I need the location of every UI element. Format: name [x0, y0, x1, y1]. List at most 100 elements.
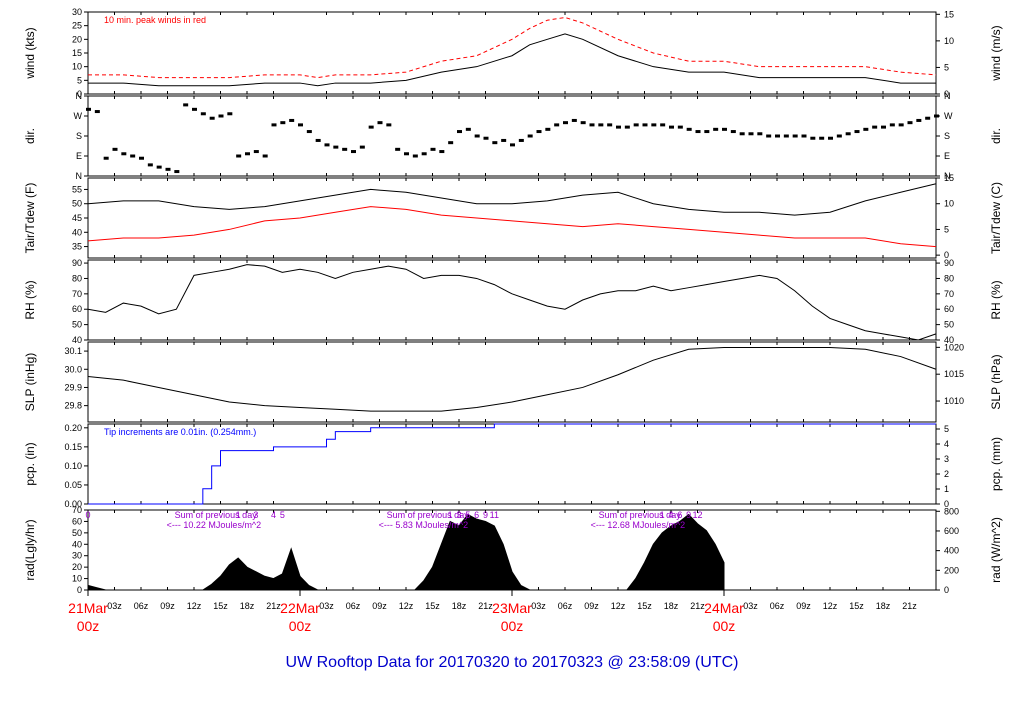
day-label-date: 23Mar: [492, 600, 532, 616]
day-label-date: 22Mar: [280, 600, 320, 616]
dir-point: [262, 154, 268, 158]
dir-point: [510, 143, 515, 147]
x-tick-label: 06z: [134, 601, 149, 611]
right-tick-label: 600: [944, 526, 959, 536]
x-tick-label: 12z: [187, 601, 202, 611]
left-tick-label: 30.1: [64, 346, 82, 356]
rad-sum-value: <--- 10.22 MJoules/m^2: [167, 520, 262, 530]
rad-hour-marker: 4: [668, 510, 673, 520]
dir-point: [86, 107, 91, 111]
dir-point: [139, 156, 144, 160]
dir-point: [633, 123, 639, 127]
rad-hour-marker: 3: [456, 510, 461, 520]
dir-point: [748, 132, 754, 136]
rad-hour-marker: 12: [692, 510, 702, 520]
x-tick-label: 21z: [690, 601, 705, 611]
dir-point: [165, 167, 171, 171]
dir-point: [359, 145, 365, 149]
dir-point: [130, 154, 136, 158]
dir-point: [828, 136, 833, 140]
day-label-hour: 00z: [713, 618, 736, 634]
left-tick-label: 90: [72, 258, 82, 268]
left-tick-label: 30.0: [64, 364, 82, 374]
dir-point: [881, 125, 886, 129]
right-tick-label: 3: [944, 454, 949, 464]
panel-slp: 29.8 29.9 30.0 30.1 1010 1015 1020 SLP (inHg) SL…: [23, 341, 1003, 423]
panel-frame: [87, 11, 937, 95]
ylabel-left: wind (kts): [23, 27, 37, 79]
right-tick-label: 10: [944, 199, 954, 209]
dir-point: [518, 138, 524, 142]
dir-point: [245, 152, 250, 156]
dir-point: [298, 123, 303, 127]
left-tick-label: 55: [72, 184, 82, 194]
dir-point: [801, 134, 807, 138]
dir-point: [669, 125, 674, 129]
x-tick-label: 21z: [478, 601, 493, 611]
x-tick-label: 06z: [346, 601, 361, 611]
dir-point: [147, 163, 153, 167]
x-tick-label: 15z: [849, 601, 864, 611]
series-SLP: [87, 346, 937, 412]
dir-point: [836, 134, 842, 138]
panel-frame: [87, 95, 937, 177]
dir-point: [775, 134, 780, 138]
rad-hour-marker: 1: [236, 510, 241, 520]
dir-point: [925, 116, 931, 120]
x-axis: 03z 06z 09z 12z 15z 18z 21z 03z 06z 09z 12z 15z 18z 2…: [68, 590, 917, 634]
dir-point: [315, 138, 321, 142]
dir-point: [766, 134, 772, 138]
dir-point: [395, 147, 401, 151]
left-tick-label: S: [76, 131, 82, 141]
series-Tdew: [87, 206, 937, 248]
right-tick-label: 60: [944, 304, 954, 314]
dir-point: [704, 130, 710, 134]
dir-point: [209, 116, 215, 120]
dir-point: [845, 132, 851, 136]
x-tick-label: 03z: [319, 601, 334, 611]
dir-point: [289, 118, 295, 122]
panel-temp: 35 40 45 50 55 0 5 10 15 Tair/Tdew (F) Tair/Tdew (…: [23, 173, 1003, 260]
x-tick-label: 06z: [770, 601, 785, 611]
day-label-date: 24Mar: [704, 600, 744, 616]
dir-point: [571, 118, 577, 122]
x-tick-label: 12z: [399, 601, 414, 611]
rad-sum-title: Sum of previous day: [387, 510, 470, 520]
right-tick-label: 5: [944, 424, 949, 434]
ylabel-right: pcp. (mm): [989, 437, 1003, 491]
dir-point: [351, 150, 356, 154]
ylabel-right: SLP (hPa): [989, 354, 1003, 409]
dir-point: [757, 132, 763, 136]
panel-annotation: 10 min. peak winds in red: [104, 15, 206, 25]
right-tick-label: 50: [944, 320, 954, 330]
left-tick-label: 30: [72, 551, 82, 561]
dir-point: [333, 145, 339, 149]
rad-hour-marker: 9: [483, 510, 488, 520]
right-tick-label: 1010: [944, 396, 964, 406]
left-tick-label: 10: [72, 574, 82, 584]
right-tick-label: 200: [944, 565, 959, 575]
series-radiation: [87, 513, 725, 591]
left-tick-label: 0: [77, 585, 82, 595]
dir-point: [580, 121, 586, 125]
x-tick-label: 18z: [452, 601, 467, 611]
x-tick-label: 15z: [637, 601, 652, 611]
left-tick-label: 70: [72, 505, 82, 515]
dir-point: [624, 125, 630, 129]
series-peak: [88, 16, 937, 79]
left-tick-label: 50: [72, 320, 82, 330]
right-tick-label: S: [944, 131, 950, 141]
dir-point: [907, 121, 913, 125]
x-tick-label: 21z: [902, 601, 917, 611]
dir-point: [404, 152, 409, 156]
right-tick-label: 1015: [944, 369, 964, 379]
dir-point: [253, 150, 259, 154]
dir-point: [677, 125, 683, 129]
left-tick-label: 60: [72, 516, 82, 526]
day-label-hour: 00z: [289, 618, 312, 634]
ylabel-right: Tair/Tdew (C): [989, 182, 1003, 254]
panel-frame: [87, 177, 937, 259]
panel-frame: [87, 341, 937, 423]
